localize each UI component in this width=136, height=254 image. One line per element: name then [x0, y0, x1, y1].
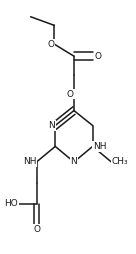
Text: N: N: [49, 121, 55, 130]
Text: HO: HO: [4, 199, 18, 208]
Text: O: O: [47, 40, 54, 49]
Text: O: O: [94, 52, 101, 61]
Text: O: O: [67, 90, 74, 99]
Text: N: N: [71, 157, 77, 166]
Text: NH: NH: [93, 142, 106, 151]
Text: O: O: [33, 225, 40, 234]
Text: CH₃: CH₃: [111, 157, 128, 166]
Text: NH: NH: [23, 157, 37, 166]
